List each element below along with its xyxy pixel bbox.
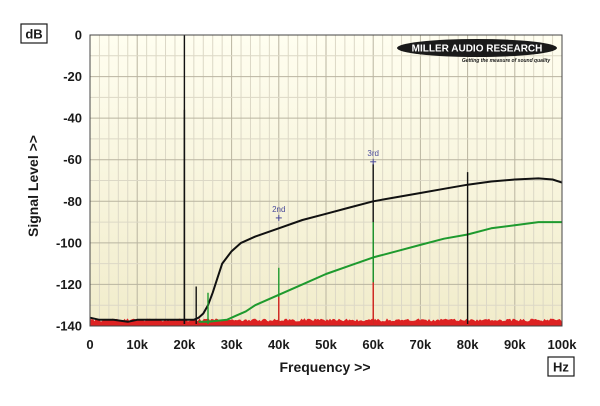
miller-audio-research-logo: MILLER AUDIO RESEARCH Getting the measur… xyxy=(397,39,557,64)
y-tick-label: -80 xyxy=(63,194,82,209)
svg-text:MILLER AUDIO RESEARCH: MILLER AUDIO RESEARCH xyxy=(412,44,543,55)
x-unit-box: Hz xyxy=(547,356,575,377)
tick-labels: 0 10k 20k 30k 40k 50k 60k 70k 80k 90k 100k 0 -20 -40 -… xyxy=(56,28,577,353)
y-tick-label: -40 xyxy=(63,111,82,126)
svg-text:Getting the measure of sound q: Getting the measure of sound quality xyxy=(462,58,551,64)
series-layer: 2nd 3rd xyxy=(89,35,563,327)
y-tick-label: -60 xyxy=(63,152,82,167)
x-tick-label: 20k xyxy=(174,337,196,352)
y-axis-title: Signal Level >> xyxy=(25,135,41,237)
y-tick-label: -100 xyxy=(56,235,82,250)
y-tick-label: -140 xyxy=(56,319,82,334)
x-tick-label: 100k xyxy=(548,337,578,352)
y-tick-label: -120 xyxy=(56,277,82,292)
series-black-trace xyxy=(89,177,563,323)
x-tick-label: 70k xyxy=(410,337,432,352)
x-tick-label: 0 xyxy=(86,337,93,352)
series-green-trace xyxy=(198,221,562,323)
x-tick-label: 90k xyxy=(504,337,526,352)
svg-text:Hz: Hz xyxy=(553,360,569,375)
annotation-label: 3rd xyxy=(367,149,379,158)
y-unit-box: dB xyxy=(20,23,48,44)
x-tick-label: 80k xyxy=(457,337,479,352)
x-tick-label: 40k xyxy=(268,337,290,352)
x-tick-label: 60k xyxy=(362,337,384,352)
x-tick-label: 30k xyxy=(221,337,243,352)
x-tick-label: 50k xyxy=(315,337,337,352)
plot-border xyxy=(89,34,563,327)
y-tick-label: -20 xyxy=(63,69,82,84)
annotation-3rd: 3rd xyxy=(367,149,379,165)
annotation-label: 2nd xyxy=(272,205,285,214)
x-axis-title: Frequency >> xyxy=(279,359,370,375)
svg-text:dB: dB xyxy=(25,27,42,42)
x-tick-label: 10k xyxy=(126,337,148,352)
y-tick-label: 0 xyxy=(75,28,82,43)
annotation-2nd: 2nd xyxy=(272,205,285,221)
